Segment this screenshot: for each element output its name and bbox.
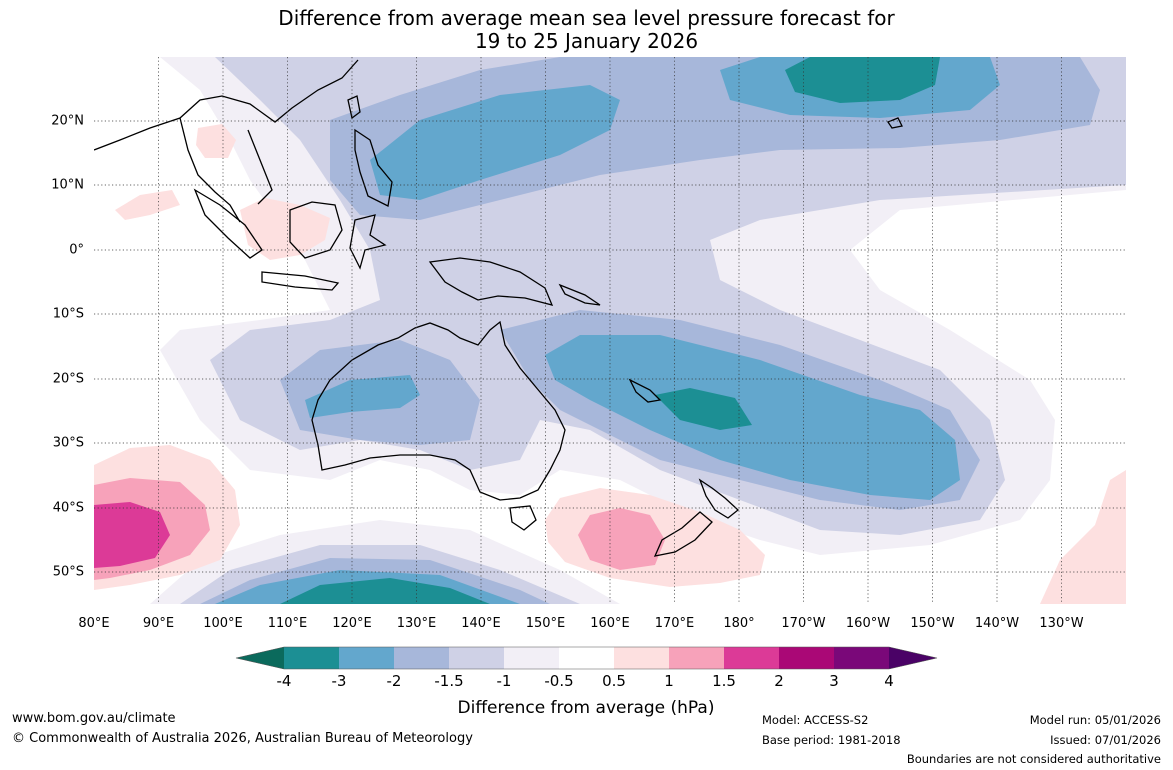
lat-tick-label: 50°S [53,565,84,580]
java-coastline [261,271,340,291]
footer-disclaimer: Boundaries are not considered authoritat… [906,752,1161,766]
lon-tick-label: 130°W [1039,616,1083,631]
lat-tick-label: 20°N [51,114,84,129]
colorbar-swatch [449,647,504,669]
colorbar-extend-low [236,647,284,669]
colorbar-tick-label: 2 [774,672,784,690]
lon-tick-label: 120°E [332,616,372,631]
lon-tick-label: 110°E [268,616,308,631]
lon-tick-label: 170°E [655,616,695,631]
lon-tick-label: 150°W [910,616,954,631]
lon-tick-label: 170°W [781,616,825,631]
asia-coastline [94,59,359,223]
new-caledonia-coastline [628,378,662,403]
footer-url[interactable]: www.bom.gov.au/climate [12,711,176,726]
lon-tick-label: 100°E [203,616,243,631]
lon-tick-label: 150°E [526,616,566,631]
colorbar-swatch [779,647,834,669]
colorbar-swatch [834,647,889,669]
colorbar-tick-label: -4 [277,672,292,690]
colorbar-swatch [504,647,559,669]
lon-tick-label: 180° [723,616,754,631]
lat-tick-label: 0° [69,243,84,258]
solomon-coastline [558,283,601,306]
coastlines [94,59,903,557]
pressure-anomaly-field [94,57,1126,604]
lat-tick-label: 20°S [53,372,84,387]
colorbar-tick-label: -1 [497,672,512,690]
colorbar-tick-label: -2 [387,672,402,690]
colorbar-swatch [724,647,779,669]
colorbar-tick-label: 4 [884,672,894,690]
new-zealand-north [698,478,739,519]
footer-copyright: © Commonwealth of Australia 2026, Austra… [12,731,473,746]
footer-base-period: Base period: 1981-2018 [762,733,901,747]
footer-issued: Issued: 07/01/2026 [1050,733,1161,747]
graticule [94,57,1126,604]
colorbar-axis-label: Difference from average (hPa) [458,698,715,718]
sulawesi-coastline [349,214,387,270]
colorbar-swatch [669,647,724,669]
lat-tick-label: 40°S [53,501,84,516]
colorbar-outline [235,646,938,670]
lat-tick-label: 10°N [51,178,84,193]
new-zealand-south [653,511,713,557]
anomaly-region-minus-2 [370,85,620,200]
colorbar [235,646,938,670]
map-title-line1: Difference from average mean sea level p… [278,6,895,30]
lon-tick-label: 130°E [397,616,437,631]
hawaii-coastline [887,117,903,129]
philippines-coastline [354,128,393,207]
lon-tick-label: 140°E [461,616,501,631]
colorbar-labels: -4 -3 -2 -1.5 -1 -0.5 0.5 1 1.5 2 3 4 [277,672,894,690]
colorbar-tick-label: 0.5 [602,672,626,690]
colorbar-tick-label: -0.5 [544,672,573,690]
colorbar-swatch [559,647,614,669]
map-title-line2: 19 to 25 January 2026 [474,29,699,53]
colorbar-tick-label: 3 [829,672,839,690]
lon-tick-label: 80°E [78,616,109,631]
footer-model-run: Model run: 05/01/2026 [1029,713,1161,727]
colorbar-swatch [614,647,669,669]
lat-tick-label: 30°S [53,436,84,451]
colorbar-swatch [394,647,449,669]
australia-coastline [311,320,566,501]
borneo-coastline [289,201,343,259]
lon-tick-label: 90°E [143,616,174,631]
colorbar-extend-high [889,647,937,669]
taiwan-coastline [347,95,361,120]
colorbar-tick-label: -1.5 [434,672,463,690]
colorbar-tick-label: 1.5 [712,672,736,690]
tasmania-coastline [509,505,537,531]
colorbar-swatch [339,647,394,669]
lat-axis: 20°N 10°N 0° 10°S 20°S 30°S 40°S 50°S [51,114,84,580]
colorbar-swatch [284,647,339,669]
colorbar-tick-label: 1 [664,672,674,690]
footer-model: Model: ACCESS-S2 [762,713,869,727]
lon-tick-label: 140°W [975,616,1019,631]
lon-tick-label: 160°W [846,616,890,631]
lon-axis: 80°E 90°E 100°E 110°E 120°E 130°E 140°E … [78,616,1083,631]
sumatra-coastline [193,188,263,259]
new-guinea-coastline [428,257,554,306]
colorbar-tick-label: -3 [332,672,347,690]
anomaly-region-minus-3 [785,57,940,103]
lat-tick-label: 10°S [53,307,84,322]
lon-tick-label: 160°E [590,616,630,631]
